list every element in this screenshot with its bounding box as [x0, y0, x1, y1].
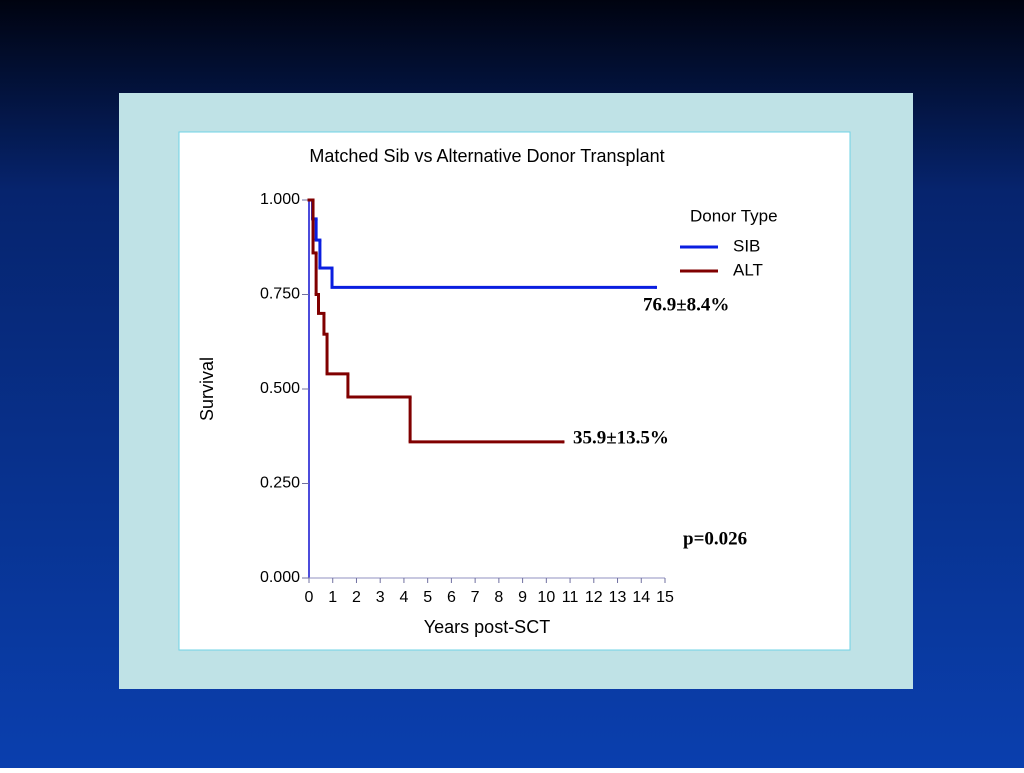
legend-label: ALT [733, 260, 763, 279]
legend-title: Donor Type [690, 206, 778, 225]
legend-label: SIB [733, 236, 760, 255]
x-tick-label: 9 [518, 589, 527, 606]
y-tick-label: 0.750 [260, 286, 300, 303]
y-axis-label: Survival [197, 357, 217, 421]
x-tick-label: 3 [376, 589, 385, 606]
y-tick-label: 1.000 [260, 191, 300, 208]
chart-title: Matched Sib vs Alternative Donor Transpl… [309, 146, 664, 166]
x-tick-label: 12 [585, 589, 603, 606]
end-point [654, 285, 658, 289]
x-tick-label: 1 [328, 589, 337, 606]
x-tick-label: 15 [656, 589, 674, 606]
chart-area [178, 131, 851, 651]
x-tick-label: 14 [632, 589, 650, 606]
x-tick-label: 10 [537, 589, 555, 606]
x-tick-label: 13 [609, 589, 627, 606]
x-tick-label: 2 [352, 589, 361, 606]
annotation: 76.9±8.4% [643, 294, 729, 315]
annotation: 35.9±13.5% [573, 427, 669, 448]
annotation: p=0.026 [683, 528, 747, 549]
x-axis-label: Years post-SCT [424, 617, 550, 637]
y-tick-label: 0.500 [260, 380, 300, 397]
x-tick-label: 7 [471, 589, 480, 606]
y-tick-label: 0.000 [260, 569, 300, 586]
x-tick-label: 4 [399, 589, 408, 606]
x-tick-label: 8 [494, 589, 503, 606]
x-tick-label: 6 [447, 589, 456, 606]
end-point [561, 440, 565, 444]
x-tick-label: 5 [423, 589, 432, 606]
y-tick-label: 0.250 [260, 475, 300, 492]
x-tick-label: 11 [562, 589, 579, 606]
x-tick-label: 0 [305, 589, 314, 606]
